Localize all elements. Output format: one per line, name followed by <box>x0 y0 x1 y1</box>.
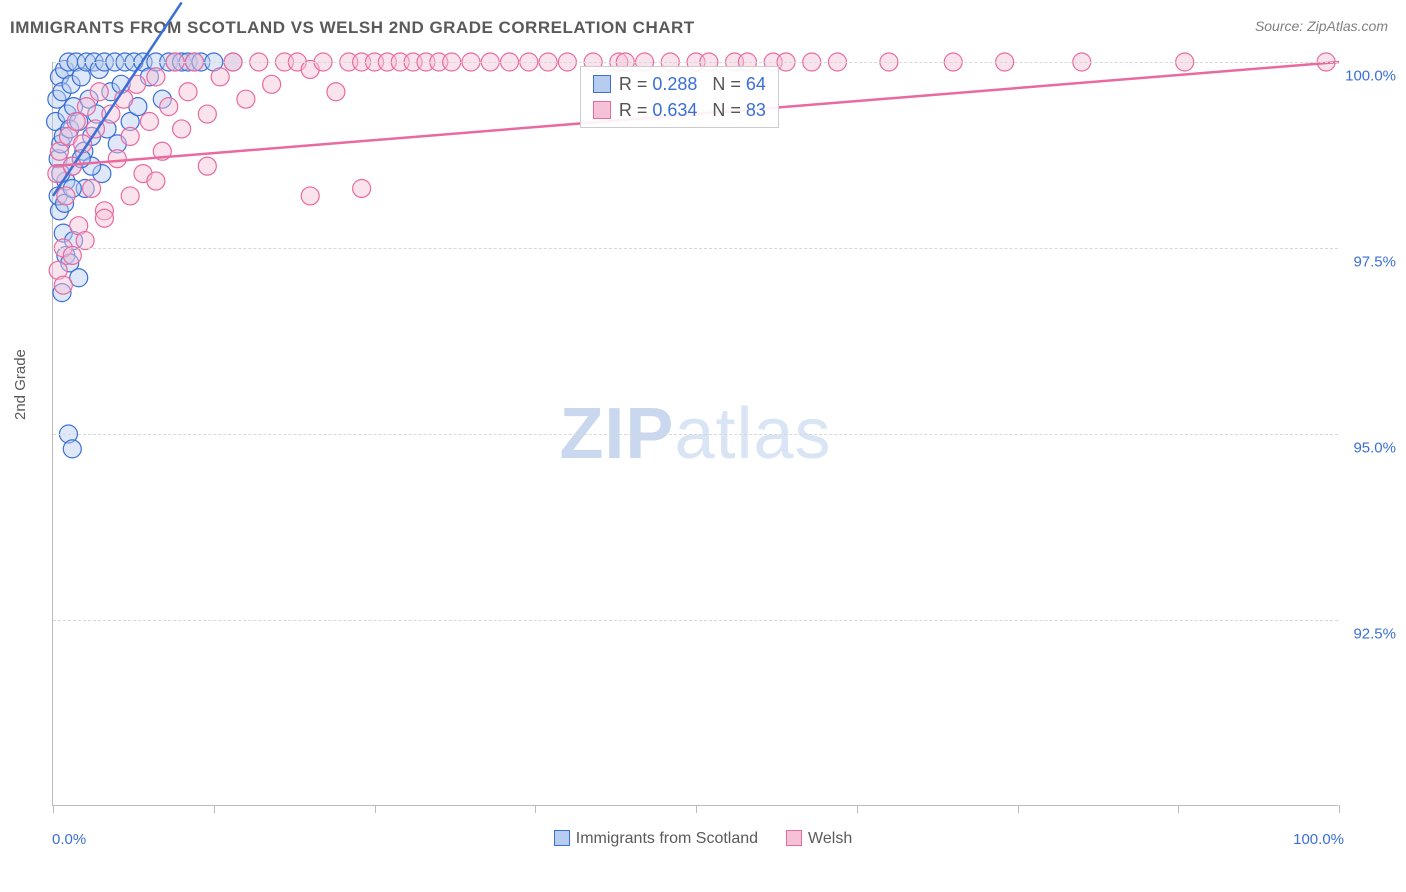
gridline <box>53 62 1338 63</box>
data-point <box>263 75 281 93</box>
data-point <box>147 68 165 86</box>
data-point <box>198 105 216 123</box>
data-point <box>173 120 191 138</box>
stats-row: R = 0.288 N = 64 <box>593 71 766 97</box>
x-tick <box>1178 805 1179 813</box>
data-point <box>90 83 108 101</box>
legend-bottom: Immigrants from Scotland Welsh <box>0 830 1406 848</box>
x-tick <box>1018 805 1019 813</box>
data-point <box>121 127 139 145</box>
data-point <box>77 98 95 116</box>
y-tick-label: 95.0% <box>1353 440 1396 457</box>
gridline <box>53 620 1338 621</box>
data-point <box>147 172 165 190</box>
x-tick <box>214 805 215 813</box>
x-tick <box>53 805 54 813</box>
legend-item: Immigrants from Scotland <box>554 830 758 848</box>
data-point <box>179 83 197 101</box>
y-axis-label: 2nd Grade <box>12 349 29 420</box>
data-point <box>327 83 345 101</box>
x-tick <box>696 805 697 813</box>
data-point <box>63 440 81 458</box>
data-point <box>54 276 72 294</box>
x-tick <box>535 805 536 813</box>
source-attribution: Source: ZipAtlas.com <box>1255 18 1388 34</box>
data-point <box>76 232 94 250</box>
data-point <box>83 179 101 197</box>
data-point <box>237 90 255 108</box>
stats-row: R = 0.634 N = 83 <box>593 97 766 123</box>
y-tick-label: 97.5% <box>1353 254 1396 271</box>
data-point <box>198 157 216 175</box>
data-point <box>108 150 126 168</box>
data-point <box>121 187 139 205</box>
gridline <box>53 248 1338 249</box>
x-tick <box>375 805 376 813</box>
chart-title: IMMIGRANTS FROM SCOTLAND VS WELSH 2ND GR… <box>10 18 695 37</box>
data-point <box>301 187 319 205</box>
data-point <box>95 209 113 227</box>
y-tick-label: 92.5% <box>1353 626 1396 643</box>
data-point <box>211 68 229 86</box>
data-point <box>160 98 178 116</box>
legend-item: Welsh <box>786 830 852 848</box>
data-point <box>57 187 75 205</box>
plot-area: ZIPatlas R = 0.288 N = 64R = 0.634 N = 8… <box>52 62 1338 806</box>
x-tick <box>857 805 858 813</box>
data-point <box>63 246 81 264</box>
x-tick <box>1339 805 1340 813</box>
y-tick-label: 100.0% <box>1345 68 1396 85</box>
stats-box: R = 0.288 N = 64R = 0.634 N = 83 <box>580 66 779 128</box>
data-point <box>353 179 371 197</box>
data-point <box>140 113 158 131</box>
gridline <box>53 434 1338 435</box>
